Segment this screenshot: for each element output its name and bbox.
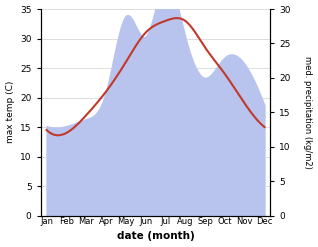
- Y-axis label: max temp (C): max temp (C): [5, 81, 15, 144]
- X-axis label: date (month): date (month): [117, 231, 194, 242]
- Y-axis label: med. precipitation (kg/m2): med. precipitation (kg/m2): [303, 56, 313, 169]
